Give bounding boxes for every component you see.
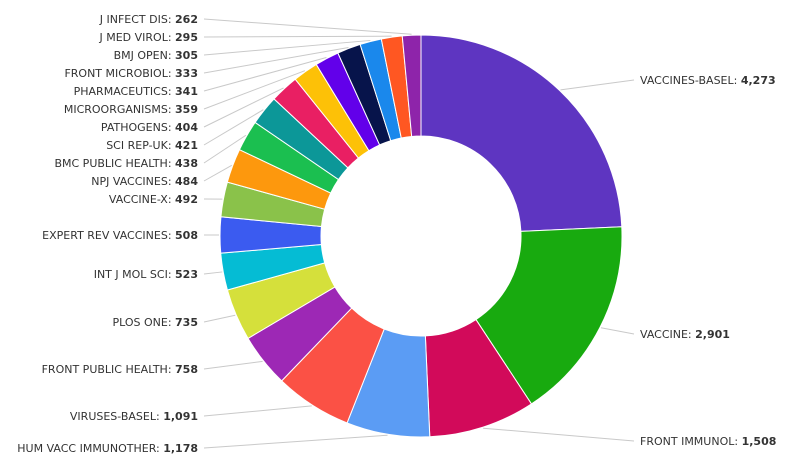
slice-vaccine[interactable] xyxy=(475,226,623,405)
leader-line xyxy=(560,79,635,91)
slices-group xyxy=(219,34,623,438)
slice-labels-group: VACCINES-BASEL: 4,273 VACCINE: 2,901 FRONT… xyxy=(17,13,776,455)
slice-label-value: 1,178 xyxy=(163,442,198,455)
slice-label: SCI REP-UK: 421 xyxy=(106,139,198,152)
slice-label-name: BMJ OPEN: xyxy=(114,49,175,62)
slice-label-name: INT J MOL SCI: xyxy=(94,268,175,281)
leader-line xyxy=(203,70,306,110)
slice-label-value: 333 xyxy=(175,67,198,80)
slice-label: J INFECT DIS: 262 xyxy=(99,13,198,26)
slice-label-value: 523 xyxy=(175,268,198,281)
slice-label-name: VIRUSES-BASEL: xyxy=(70,410,163,423)
slice-label: J MED VIROL: 295 xyxy=(98,31,198,44)
slice-label-value: 262 xyxy=(175,13,198,26)
leader-line xyxy=(483,427,635,442)
slice-label: EXPERT REV VACCINES: 508 xyxy=(42,229,198,242)
leader-line xyxy=(203,57,327,92)
slice-label-name: PLOS ONE: xyxy=(112,316,175,329)
slice-label: PHARMACEUTICS: 341 xyxy=(74,85,198,98)
slice-label-value: 359 xyxy=(175,103,198,116)
leader-line xyxy=(203,39,371,56)
slice-label-name: FRONT IMMUNOL: xyxy=(640,435,742,448)
leader-line xyxy=(203,18,412,35)
slice-label-name: VACCINES-BASEL: xyxy=(640,74,741,87)
slice-label-name: J INFECT DIS: xyxy=(99,13,175,26)
slice-label-name: FRONT PUBLIC HEALTH: xyxy=(42,363,175,376)
slice-label-name: BMC PUBLIC HEALTH: xyxy=(54,157,175,170)
leader-line xyxy=(203,35,392,38)
leader-line xyxy=(203,87,284,128)
leader-line xyxy=(203,46,349,74)
slice-label: VACCINE-X: 492 xyxy=(109,193,198,206)
slice-label-value: 341 xyxy=(175,85,198,98)
slice-label-value: 305 xyxy=(175,49,198,62)
slice-label: HUM VACC IMMUNOTHER: 1,178 xyxy=(17,442,198,455)
leader-line xyxy=(203,360,263,370)
slice-label-name: PATHOGENS: xyxy=(101,121,175,134)
slice-label-value: 1,091 xyxy=(163,410,198,423)
slice-label: PATHOGENS: 404 xyxy=(101,121,198,134)
slice-label-value: 508 xyxy=(175,229,198,242)
slice-label-name: FRONT MICROBIOL: xyxy=(64,67,175,80)
slice-label: VACCINES-BASEL: 4,273 xyxy=(640,74,776,87)
slice-label-value: 758 xyxy=(175,363,198,376)
slice-label: FRONT PUBLIC HEALTH: 758 xyxy=(42,363,198,376)
slice-j-infect-dis[interactable] xyxy=(401,34,422,137)
leader-line xyxy=(203,405,312,417)
slice-label-value: 438 xyxy=(175,157,198,170)
leader-line xyxy=(203,164,233,182)
slice-label: NPJ VACCINES: 484 xyxy=(91,175,198,188)
slice-label-name: VACCINE-X: xyxy=(109,193,175,206)
slice-label: BMC PUBLIC HEALTH: 438 xyxy=(54,157,198,170)
leader-line xyxy=(203,134,247,164)
leader-line xyxy=(203,109,264,146)
slice-label: VIRUSES-BASEL: 1,091 xyxy=(70,410,198,423)
leader-lines-group xyxy=(203,18,635,449)
leader-line xyxy=(600,327,635,335)
slice-label-value: 421 xyxy=(175,139,198,152)
slice-vaccines-basel[interactable] xyxy=(420,34,623,232)
slice-label: VACCINE: 2,901 xyxy=(640,328,730,341)
slice-label-name: MICROORGANISMS: xyxy=(64,103,175,116)
slice-label-value: 295 xyxy=(175,31,198,44)
slice-label-value: 2,901 xyxy=(695,328,730,341)
slice-label: FRONT IMMUNOL: 1,508 xyxy=(640,435,776,448)
slice-label: BMJ OPEN: 305 xyxy=(114,49,198,62)
slice-label-value: 492 xyxy=(175,193,198,206)
slice-label-name: SCI REP-UK: xyxy=(106,139,175,152)
slice-label-value: 484 xyxy=(175,175,198,188)
slice-label-name: EXPERT REV VACCINES: xyxy=(42,229,175,242)
leader-line xyxy=(203,271,223,275)
slice-label-name: PHARMACEUTICS: xyxy=(74,85,175,98)
slice-label-name: HUM VACC IMMUNOTHER: xyxy=(17,442,163,455)
leader-line xyxy=(203,314,236,323)
slice-label: PLOS ONE: 735 xyxy=(112,316,198,329)
slice-label-name: NPJ VACCINES: xyxy=(91,175,175,188)
slice-label: INT J MOL SCI: 523 xyxy=(94,268,198,281)
slice-label-value: 735 xyxy=(175,316,198,329)
slice-label-name: J MED VIROL: xyxy=(98,31,175,44)
slice-label-value: 404 xyxy=(175,121,198,134)
slice-label-value: 4,273 xyxy=(741,74,776,87)
leader-line xyxy=(203,434,388,449)
slice-label-name: VACCINE: xyxy=(640,328,695,341)
slice-label: MICROORGANISMS: 359 xyxy=(64,103,198,116)
slice-label: FRONT MICROBIOL: 333 xyxy=(64,67,198,80)
slice-label-value: 1,508 xyxy=(742,435,777,448)
